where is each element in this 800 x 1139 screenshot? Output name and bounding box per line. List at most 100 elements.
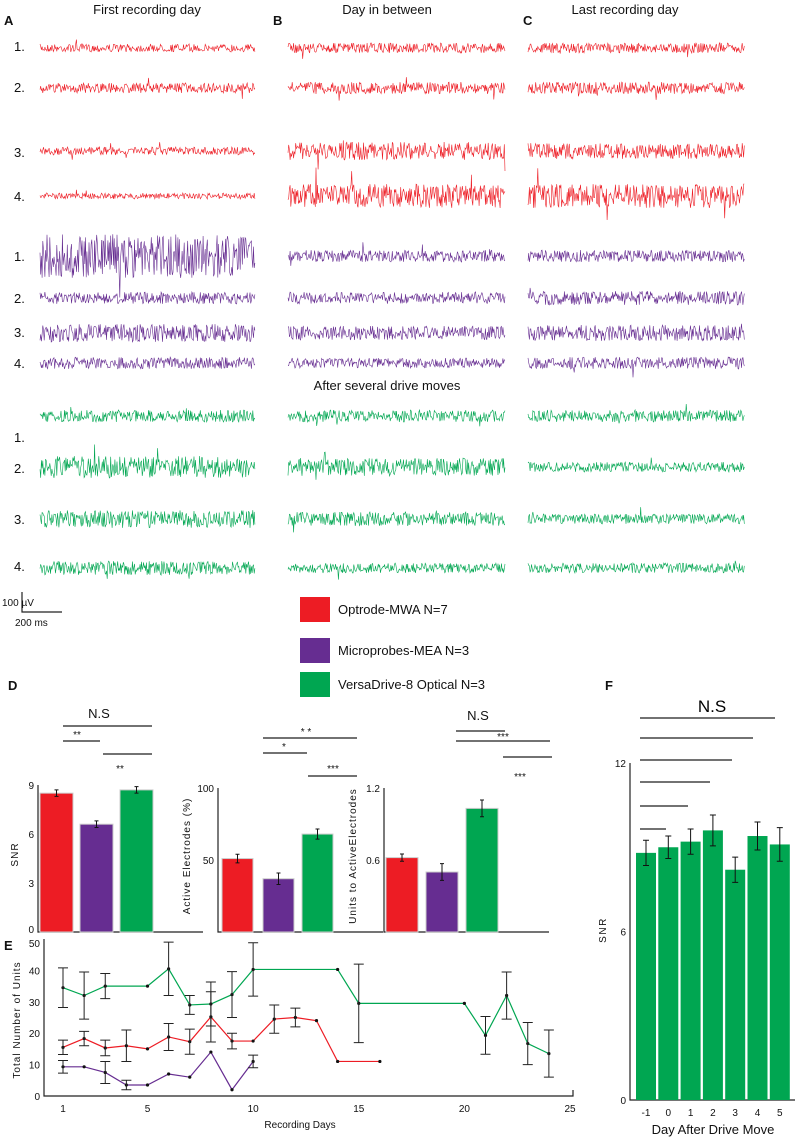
x-tick: 4 [755, 1108, 761, 1119]
y-tick: 3 [28, 879, 34, 890]
error-bar [440, 863, 444, 881]
data-point [188, 1075, 192, 1079]
f-bar-day-4 [747, 836, 768, 1100]
trace-green-1-col1 [39, 406, 256, 424]
y-tick: 12 [615, 759, 627, 770]
x-tick: 1 [688, 1108, 694, 1119]
trace-purple-4-col1 [39, 356, 256, 370]
data-point [145, 1047, 150, 1051]
trace-green-4-col1 [39, 560, 256, 579]
x-tick: 2 [710, 1108, 716, 1119]
row-label: 2. [14, 80, 25, 95]
trace-red-2-col1 [39, 77, 256, 99]
y-label: Units to ActiveElectrodes [348, 788, 359, 924]
y-tick: 50 [29, 939, 41, 950]
voltage-traces [39, 39, 745, 580]
x-tick: 10 [248, 1104, 260, 1115]
error-bar [643, 839, 649, 867]
panel-label-a: A [4, 13, 14, 28]
d-bar-3-3 [465, 807, 499, 933]
error-bar [79, 1030, 90, 1047]
row-label: 1. [14, 39, 25, 54]
y-tick: 0 [620, 1096, 626, 1107]
trace-purple-4-col2 [287, 357, 506, 369]
significance-label: N.S [467, 708, 489, 723]
error-bar [665, 835, 672, 859]
significance-label: *** [327, 764, 339, 775]
trace-purple-3-col1 [39, 323, 256, 343]
error-bar [58, 1060, 68, 1074]
error-bar [100, 1060, 111, 1084]
data-point [145, 1083, 150, 1087]
trace-green-3-col3 [527, 507, 745, 525]
panel-label-d: D [8, 678, 17, 693]
error-bar [163, 1022, 174, 1051]
row-label: 2. [14, 461, 25, 476]
series-line-versadrive-8-optical [62, 967, 550, 1055]
error-bar [276, 872, 281, 885]
trace-red-2-col3 [527, 81, 745, 100]
trace-purple-2-col1 [39, 290, 256, 305]
e-axis [43, 939, 574, 1097]
row-label: 4. [14, 356, 25, 371]
d-bar-1-2 [79, 823, 114, 933]
significance-label: ** [116, 764, 124, 775]
error-bar [754, 821, 761, 851]
error-bar [315, 828, 320, 840]
d-bar-1-1 [39, 792, 74, 933]
y-tick: 100 [197, 784, 214, 795]
series-line-optrode-mwa [62, 1015, 380, 1063]
trace-green-3-col2 [287, 510, 506, 533]
trace-green-1-col2 [287, 408, 506, 427]
error-bar [79, 971, 90, 1020]
y-label: SNR [598, 917, 609, 943]
row-labels: 1. 2. 3. 4. 1. 2. 3. 4. 1. 2. 3. 4. [14, 39, 25, 574]
trace-purple-2-col3 [527, 287, 745, 306]
data-point [209, 1050, 213, 1054]
legend-optrode: Optrode-MWA N=7 [338, 602, 448, 617]
d-bar-2-3 [301, 833, 334, 933]
trace-red-3-col3 [527, 142, 745, 160]
y-tick: 6 [620, 928, 626, 939]
error-bar [732, 856, 739, 883]
legend-versadrive: VersaDrive-8 Optical N=3 [338, 677, 485, 692]
significance-label: *** [497, 732, 509, 743]
error-bar [184, 995, 195, 1015]
x-label: Day After Drive Move [652, 1122, 775, 1137]
trace-purple-1-col2 [287, 242, 506, 266]
f-bar-day-0 [658, 847, 679, 1100]
trace-red-4-col3 [527, 168, 745, 221]
error-bar [776, 827, 783, 862]
f-bar-day-3 [725, 869, 746, 1100]
error-bar [58, 967, 68, 1008]
scale-voltage: 100 µV [2, 598, 34, 609]
trace-purple-3-col3 [527, 323, 745, 342]
error-bar [184, 1028, 195, 1055]
data-point [462, 1001, 466, 1005]
data-point [230, 1088, 234, 1092]
d-bar-2-1 [221, 858, 254, 933]
x-tick: 3 [732, 1108, 738, 1119]
legend-swatch-red [300, 597, 330, 622]
y-tick: 0 [34, 1092, 40, 1103]
error-bar [400, 853, 404, 862]
x-label: Recording Days [264, 1120, 335, 1131]
trace-green-3-col1 [39, 509, 256, 529]
f-bar-day-5 [769, 844, 790, 1100]
y-tick: 9 [28, 781, 34, 792]
panel-label-b: B [273, 13, 282, 28]
trace-red-3-col2 [287, 140, 506, 172]
x-tick: 15 [353, 1104, 365, 1115]
error-bar [121, 1079, 132, 1091]
y-tick: 0 [28, 925, 34, 936]
error-bar [163, 941, 174, 997]
trace-red-1-col1 [39, 39, 256, 53]
error-bar [687, 828, 694, 855]
row-label: 3. [14, 325, 25, 340]
error-bar [501, 971, 512, 1020]
data-point [82, 1065, 86, 1069]
legend: Optrode-MWA N=7 Microprobes-MEA N=3 Vers… [300, 597, 485, 697]
error-bar [248, 1054, 259, 1069]
